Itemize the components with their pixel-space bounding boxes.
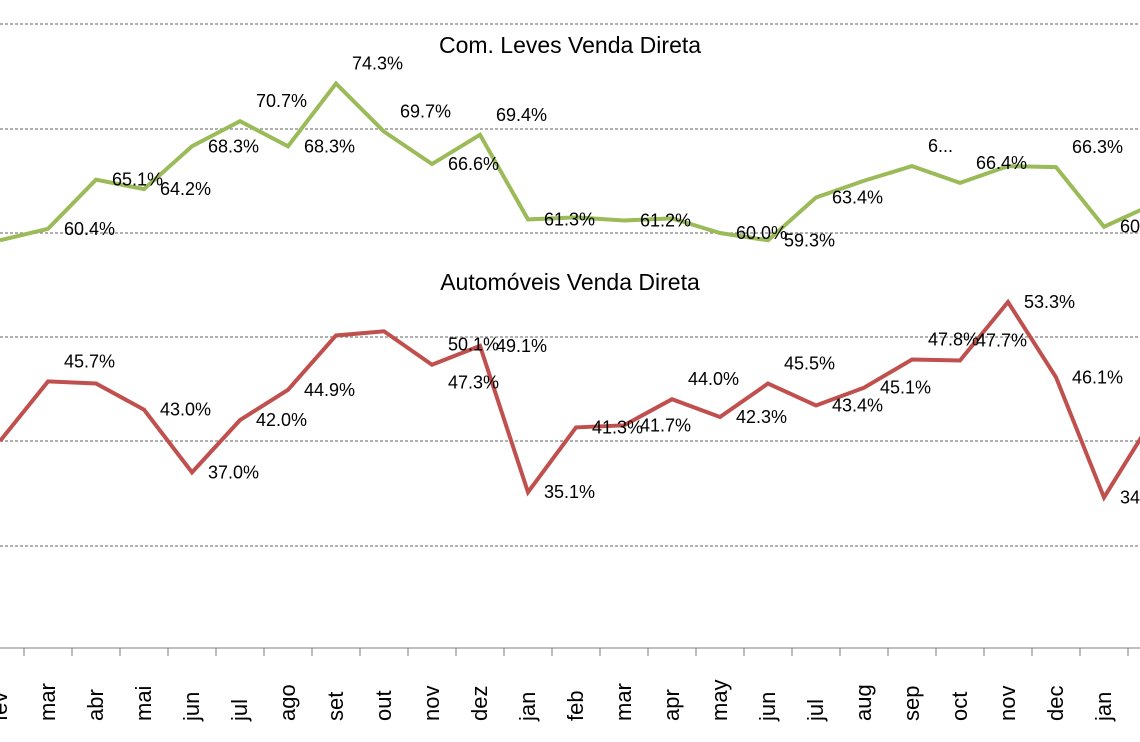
- data-label-1-19: 47.8%: [928, 329, 979, 349]
- data-label-0-20: 66.4%: [976, 153, 1027, 173]
- x-tick-label-10: dez: [467, 686, 492, 721]
- data-label-0-4: 68.3%: [208, 136, 259, 156]
- data-label-1-22: 46.1%: [1072, 367, 1123, 387]
- bottom-panel-title: Automóveis Venda Direta: [440, 269, 700, 295]
- data-label-1-13: 41.7%: [640, 415, 691, 435]
- data-label-1-6: 44.9%: [304, 380, 355, 400]
- x-axis-labels: fev mar abr mai jun jul ago set out nov dez jan feb m…: [0, 679, 1140, 722]
- data-label-0-19: 6...: [928, 136, 953, 156]
- x-tick-label-5: jul: [227, 699, 252, 722]
- data-label-0-3: 64.2%: [160, 179, 211, 199]
- data-label-1-23: 34: [1120, 487, 1140, 507]
- data-label-1-15: 42.3%: [736, 407, 787, 427]
- data-label-0-5: 70.7%: [256, 91, 307, 111]
- series-line-1: [0, 298, 1140, 502]
- data-label-0-10: 69.4%: [496, 105, 547, 125]
- data-label-1-17: 43.4%: [832, 395, 883, 415]
- x-tick-label-3: mai: [131, 686, 156, 721]
- data-label-1-5: 42.0%: [256, 410, 307, 430]
- x-tick-label-15: may: [707, 679, 732, 721]
- x-tick-label-22: dec: [1043, 686, 1068, 721]
- data-label-0-22: 66.3%: [1072, 137, 1123, 157]
- data-label-1-16: 45.5%: [784, 354, 835, 374]
- data-label-1-4: 37.0%: [208, 462, 259, 482]
- x-tick-label-2: abr: [83, 689, 108, 721]
- data-label-0-11: 61.3%: [544, 209, 595, 229]
- x-tick-label-9: nov: [419, 686, 444, 721]
- x-tick-label-11: jan: [515, 692, 540, 722]
- top-panel-title: Com. Leves Venda Direta: [439, 32, 701, 58]
- data-label-0-23: 60.: [1120, 217, 1140, 237]
- x-tick-label-13: mar: [611, 683, 636, 721]
- data-label-1-14: 44.0%: [688, 369, 739, 389]
- data-labels-group: 60.4% 65.1%64.2% 68.3% 70.7% 68.3% 74.3% 69.7%…: [64, 54, 1140, 508]
- data-label-1-21: 53.3%: [1024, 292, 1075, 312]
- gridlines: [0, 23, 1140, 547]
- data-label-0-7: 74.3%: [352, 54, 403, 74]
- data-label-0-17: 63.4%: [832, 187, 883, 207]
- data-label-0-8: 69.7%: [400, 102, 451, 122]
- data-label-0-16: 59.3%: [784, 230, 835, 250]
- x-tick-label-8: out: [371, 690, 396, 721]
- x-tick-label-14: apr: [659, 689, 684, 721]
- x-tick-label-23: jan: [1091, 692, 1116, 722]
- data-label-0-6: 68.3%: [304, 136, 355, 156]
- data-label-0-1: 60.4%: [64, 219, 115, 239]
- data-label-1-1: 45.7%: [64, 351, 115, 371]
- data-label-0-9: 66.6%: [448, 154, 499, 174]
- series-group: [0, 80, 1140, 502]
- data-label-0-2: 65.1%: [112, 170, 163, 190]
- x-tick-label-6: ago: [275, 684, 300, 721]
- x-tick-label-7: set: [323, 692, 348, 721]
- x-tick-label-16: jun: [755, 692, 780, 722]
- x-tick-label-20: oct: [947, 692, 972, 721]
- x-tick-label-17: jul: [803, 699, 828, 722]
- x-tick-label-19: sep: [899, 686, 924, 721]
- data-label-0-15: 60.0%: [736, 223, 787, 243]
- x-tick-label-0: fev: [0, 692, 12, 721]
- data-label-1-9: 50.1%: [448, 335, 499, 355]
- series-line-0: [0, 80, 1140, 243]
- data-label-1-3: 43.0%: [160, 400, 211, 420]
- data-label-1-18: 45.1%: [880, 378, 931, 398]
- data-label-0-13: 61.2%: [640, 210, 691, 230]
- data-label-1-12: 41.3%: [592, 417, 643, 437]
- data-label-1-20: 47.7%: [976, 331, 1027, 351]
- x-tick-label-21: nov: [995, 686, 1020, 721]
- x-tick-label-18: aug: [851, 684, 876, 721]
- data-label-1-10: 49.1%: [496, 336, 547, 356]
- x-tick-label-4: jun: [179, 692, 204, 722]
- data-label-1-11: 35.1%: [544, 482, 595, 502]
- x-axis-ticks: [23, 648, 1129, 656]
- x-tick-label-1: mar: [35, 683, 60, 721]
- x-tick-label-12: feb: [563, 690, 588, 721]
- data-label-extra-0: 47.3%: [448, 373, 499, 393]
